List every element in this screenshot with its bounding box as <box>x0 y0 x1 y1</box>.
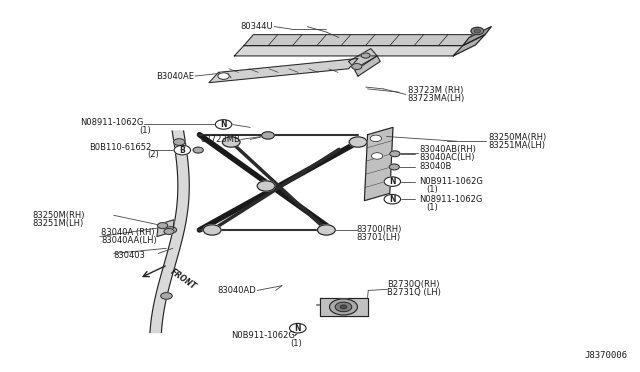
Polygon shape <box>244 35 472 46</box>
Text: FRONT: FRONT <box>169 267 198 292</box>
Polygon shape <box>364 127 393 201</box>
Text: B: B <box>179 145 185 155</box>
Polygon shape <box>453 35 485 56</box>
Circle shape <box>173 139 185 145</box>
Circle shape <box>193 147 204 153</box>
Text: 83723MB: 83723MB <box>200 135 240 144</box>
Text: (1): (1) <box>140 126 151 135</box>
Circle shape <box>371 153 383 159</box>
Circle shape <box>222 137 240 147</box>
Circle shape <box>165 227 177 233</box>
Polygon shape <box>209 58 358 83</box>
Text: N0B911-1062G: N0B911-1062G <box>419 177 483 186</box>
Circle shape <box>352 64 362 70</box>
Circle shape <box>471 27 484 35</box>
Circle shape <box>174 145 191 155</box>
Text: 83700(RH): 83700(RH) <box>356 225 402 234</box>
Text: N08911-1062G: N08911-1062G <box>419 195 483 205</box>
Text: 83040AA(LH): 83040AA(LH) <box>101 237 157 246</box>
Text: 83040A (RH): 83040A (RH) <box>101 228 155 237</box>
Circle shape <box>389 164 399 170</box>
Text: 83251MA(LH): 83251MA(LH) <box>488 141 545 150</box>
Circle shape <box>390 151 400 157</box>
Text: (1): (1) <box>291 339 302 348</box>
Circle shape <box>384 177 401 186</box>
Text: 83040AD: 83040AD <box>218 286 257 295</box>
Text: B2730Q(RH): B2730Q(RH) <box>387 280 440 289</box>
Polygon shape <box>355 56 380 76</box>
Text: 83723M (RH): 83723M (RH) <box>408 86 463 95</box>
Text: (2): (2) <box>147 150 159 159</box>
Polygon shape <box>320 298 367 316</box>
Polygon shape <box>234 46 463 56</box>
Circle shape <box>262 132 275 139</box>
Circle shape <box>157 223 168 228</box>
Circle shape <box>218 73 229 79</box>
Circle shape <box>384 195 401 204</box>
Text: N0B911-1062G: N0B911-1062G <box>231 331 294 340</box>
Text: 83701(LH): 83701(LH) <box>356 233 401 242</box>
Text: 80344U: 80344U <box>241 22 273 31</box>
Circle shape <box>204 225 221 235</box>
Text: B3040AE: B3040AE <box>156 71 195 81</box>
Circle shape <box>161 293 172 299</box>
Text: 83723MA(LH): 83723MA(LH) <box>408 94 465 103</box>
Text: 83040B: 83040B <box>419 162 451 171</box>
Text: B2731Q (LH): B2731Q (LH) <box>387 288 441 297</box>
Text: (1): (1) <box>427 203 438 212</box>
Circle shape <box>340 305 347 309</box>
Circle shape <box>164 228 174 234</box>
Text: N08911-1062G: N08911-1062G <box>80 118 143 128</box>
Circle shape <box>289 323 306 333</box>
Polygon shape <box>463 26 492 46</box>
Text: 83040AC(LH): 83040AC(LH) <box>419 153 474 162</box>
Polygon shape <box>150 131 189 333</box>
Circle shape <box>370 135 381 142</box>
Text: B0B110-61652: B0B110-61652 <box>89 142 151 152</box>
Circle shape <box>474 29 481 33</box>
Text: 83250M(RH): 83250M(RH) <box>32 211 84 220</box>
Polygon shape <box>349 49 377 69</box>
Text: N: N <box>294 324 301 333</box>
Circle shape <box>257 181 275 191</box>
Text: 83251M(LH): 83251M(LH) <box>32 219 83 228</box>
Text: 83040AB(RH): 83040AB(RH) <box>419 145 476 154</box>
Circle shape <box>361 53 370 58</box>
Text: J8370006: J8370006 <box>585 351 628 360</box>
Circle shape <box>349 137 367 147</box>
Circle shape <box>335 302 352 312</box>
Circle shape <box>317 225 335 235</box>
Polygon shape <box>157 220 174 237</box>
Text: N: N <box>389 195 396 204</box>
Circle shape <box>215 120 232 129</box>
Text: 830403: 830403 <box>114 251 146 260</box>
Text: (1): (1) <box>427 185 438 194</box>
Text: 83250MA(RH): 83250MA(RH) <box>488 134 547 142</box>
Circle shape <box>330 299 357 315</box>
Text: N: N <box>220 120 227 129</box>
Text: N: N <box>389 177 396 186</box>
